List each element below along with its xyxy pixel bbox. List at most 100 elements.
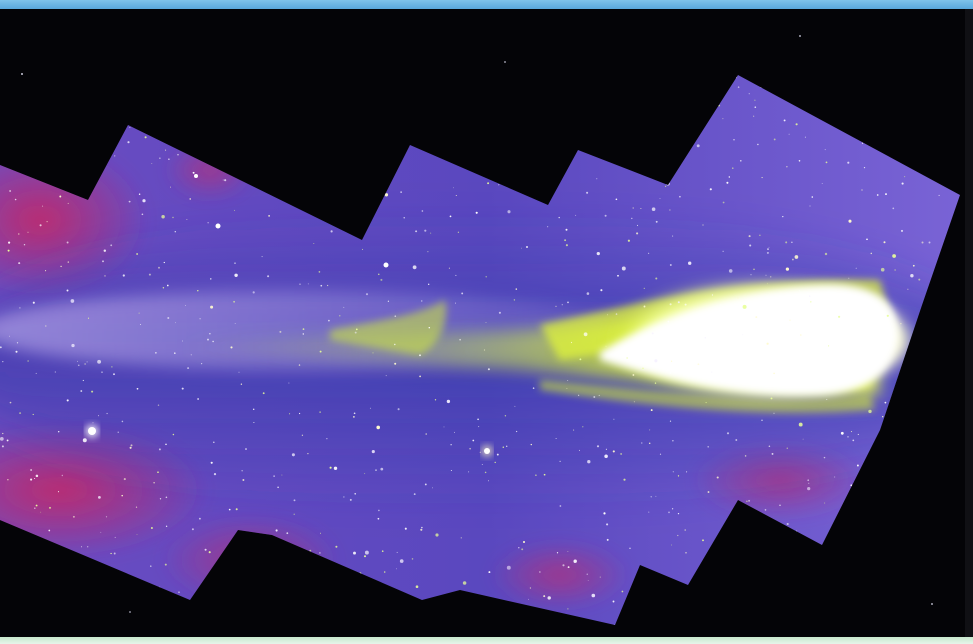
star xyxy=(87,546,89,548)
star xyxy=(106,412,108,415)
star xyxy=(642,367,644,369)
star xyxy=(804,136,806,138)
star xyxy=(7,249,10,252)
star xyxy=(648,442,651,445)
star xyxy=(299,412,301,415)
star xyxy=(518,546,520,549)
star xyxy=(151,163,153,164)
star xyxy=(894,269,896,271)
star xyxy=(850,484,853,487)
star xyxy=(659,197,661,199)
star xyxy=(155,352,157,354)
star xyxy=(18,262,21,265)
star xyxy=(596,178,598,180)
star xyxy=(477,418,479,421)
star xyxy=(413,493,416,496)
star xyxy=(70,299,75,303)
star xyxy=(617,274,619,277)
star xyxy=(613,418,615,420)
star xyxy=(158,266,160,269)
star xyxy=(163,261,165,264)
star xyxy=(102,260,104,263)
star xyxy=(783,119,786,122)
star xyxy=(424,483,427,486)
star xyxy=(809,295,811,297)
star xyxy=(114,536,116,538)
star xyxy=(845,357,847,359)
star xyxy=(165,149,167,151)
star xyxy=(659,453,662,455)
star xyxy=(103,249,107,252)
star xyxy=(159,498,162,500)
star xyxy=(513,299,516,301)
star xyxy=(870,252,873,255)
star xyxy=(863,167,866,169)
star xyxy=(23,244,26,246)
star xyxy=(267,275,270,278)
star xyxy=(798,160,801,162)
star xyxy=(281,474,283,476)
star xyxy=(621,266,626,271)
star xyxy=(286,532,289,535)
star xyxy=(834,476,836,478)
star xyxy=(596,251,600,256)
star xyxy=(573,429,575,431)
star xyxy=(381,550,384,552)
star xyxy=(30,469,32,471)
star xyxy=(786,166,788,168)
star xyxy=(697,363,700,366)
star xyxy=(104,275,106,277)
star xyxy=(277,486,279,489)
star xyxy=(728,176,730,178)
star xyxy=(767,248,769,250)
star xyxy=(170,186,171,188)
star xyxy=(507,210,511,214)
star xyxy=(567,301,569,304)
star xyxy=(376,425,381,430)
star xyxy=(605,448,607,450)
star xyxy=(19,307,21,309)
star xyxy=(621,590,624,593)
star xyxy=(821,349,824,352)
star xyxy=(852,439,855,442)
star xyxy=(861,189,863,191)
star xyxy=(378,273,380,275)
star xyxy=(66,289,69,292)
star xyxy=(400,191,402,193)
star xyxy=(785,267,790,271)
star xyxy=(178,591,180,593)
star xyxy=(838,315,841,318)
star xyxy=(502,446,505,449)
star xyxy=(818,346,820,348)
star xyxy=(449,215,452,218)
star xyxy=(60,265,62,268)
star xyxy=(669,303,672,306)
star xyxy=(633,401,635,403)
top-border xyxy=(0,0,973,9)
star xyxy=(42,205,44,207)
star xyxy=(525,245,529,249)
star xyxy=(643,305,646,308)
star xyxy=(395,568,397,570)
star xyxy=(472,439,475,442)
star xyxy=(912,264,915,267)
star xyxy=(506,565,511,570)
star xyxy=(394,343,396,346)
star xyxy=(737,297,739,299)
star xyxy=(655,220,658,223)
star xyxy=(612,450,615,453)
star xyxy=(514,405,516,407)
star xyxy=(559,460,561,462)
star xyxy=(765,274,767,276)
star xyxy=(387,300,390,302)
star xyxy=(564,239,566,242)
star xyxy=(494,461,496,464)
star xyxy=(190,354,192,356)
star xyxy=(604,214,607,217)
star xyxy=(164,563,167,566)
star xyxy=(174,230,177,233)
star xyxy=(485,322,487,324)
star xyxy=(561,304,563,306)
star xyxy=(168,158,170,160)
